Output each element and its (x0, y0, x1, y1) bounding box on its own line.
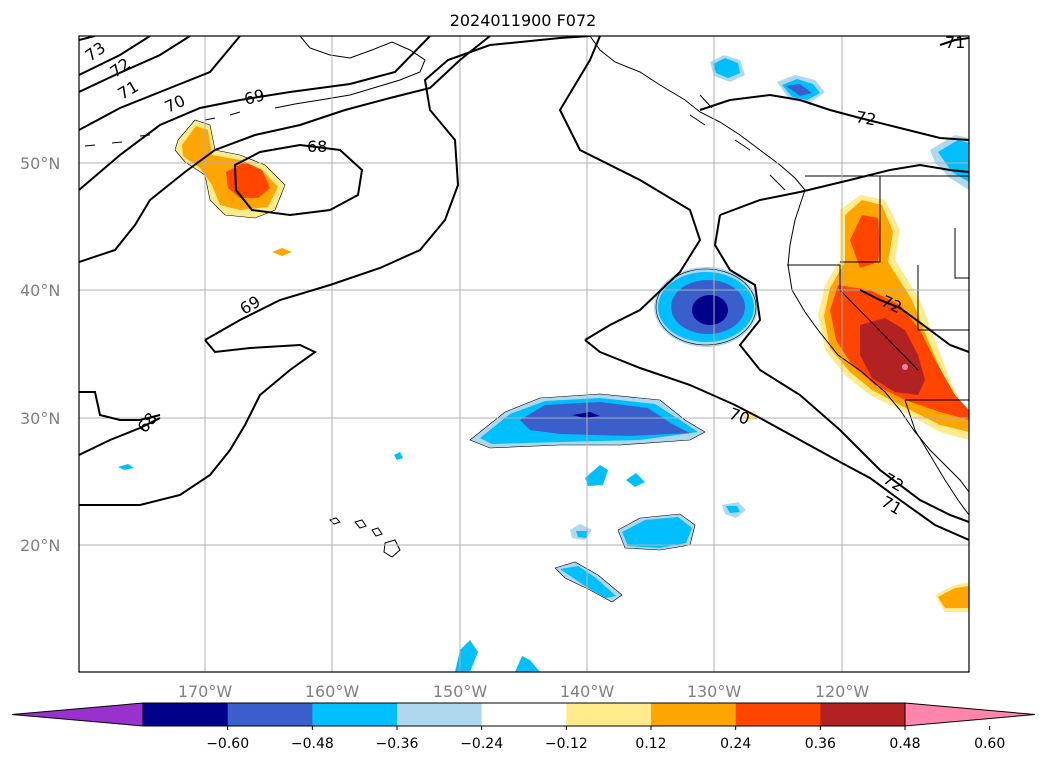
colorbar-segment (143, 703, 229, 726)
colorbar-segment (735, 703, 821, 726)
lon-label: 120°W (815, 682, 870, 701)
lat-label: 50°N (20, 154, 60, 173)
lat-label: 30°N (20, 409, 60, 428)
lon-label: 160°W (305, 682, 360, 701)
colorbar-tick-label: 0.24 (720, 736, 751, 752)
colorbar-extend-high (904, 702, 1036, 727)
lat-label: 40°N (20, 281, 60, 300)
colorbar-tick-label: −0.48 (291, 736, 334, 752)
colorbar-frame (142, 702, 906, 727)
lon-label: 140°W (560, 682, 615, 701)
colorbar-segment (481, 703, 567, 726)
colorbar-segment (820, 703, 906, 726)
anomaly-shading (118, 55, 969, 672)
contour-label: 69 (242, 85, 267, 109)
gridlines (79, 36, 969, 672)
height-contours (79, 36, 969, 541)
colorbar-tick-label: 0.48 (889, 736, 920, 752)
colorbar: −0.60 −0.48 −0.36 −0.24 −0.12 0.12 0.24 0.36 0.4… (11, 702, 1036, 752)
colorbar-segment (397, 703, 483, 726)
map-background (79, 36, 969, 672)
map-title: 2024011900 F072 (450, 11, 597, 30)
contour-label: 68 (307, 137, 327, 156)
colorbar-segment (227, 703, 313, 726)
colorbar-tick-label: 0.60 (974, 736, 1005, 752)
colorbar-segment (312, 703, 398, 726)
map-frame (78, 35, 970, 673)
colorbar-tick-label: −0.12 (545, 736, 588, 752)
colorbar-tick-label: −0.60 (206, 736, 249, 752)
colorbar-tick-label: −0.24 (460, 736, 503, 752)
contour-label: 72 (854, 107, 877, 129)
colorbar-segment (651, 703, 737, 726)
colorbar-tick-label: 0.36 (805, 736, 836, 752)
map-content: 73 72 71 70 69 68 69 68 72 70 72 71 71 7… (79, 33, 969, 672)
colorbar-segment (566, 703, 652, 726)
colorbar-extend-low (11, 702, 144, 727)
lon-label: 170°W (178, 682, 233, 701)
contour-label: 71 (945, 33, 965, 52)
colorbar-tick-label: 0.12 (635, 736, 666, 752)
lon-label: 150°W (433, 682, 488, 701)
colorbar-tick-label: −0.36 (376, 736, 419, 752)
lon-label: 130°W (687, 682, 742, 701)
latitude-labels: 50°N 40°N 30°N 20°N (20, 154, 60, 555)
longitude-labels: 170°W 160°W 150°W 140°W 130°W 120°W (178, 682, 870, 701)
lat-label: 20°N (20, 536, 60, 555)
